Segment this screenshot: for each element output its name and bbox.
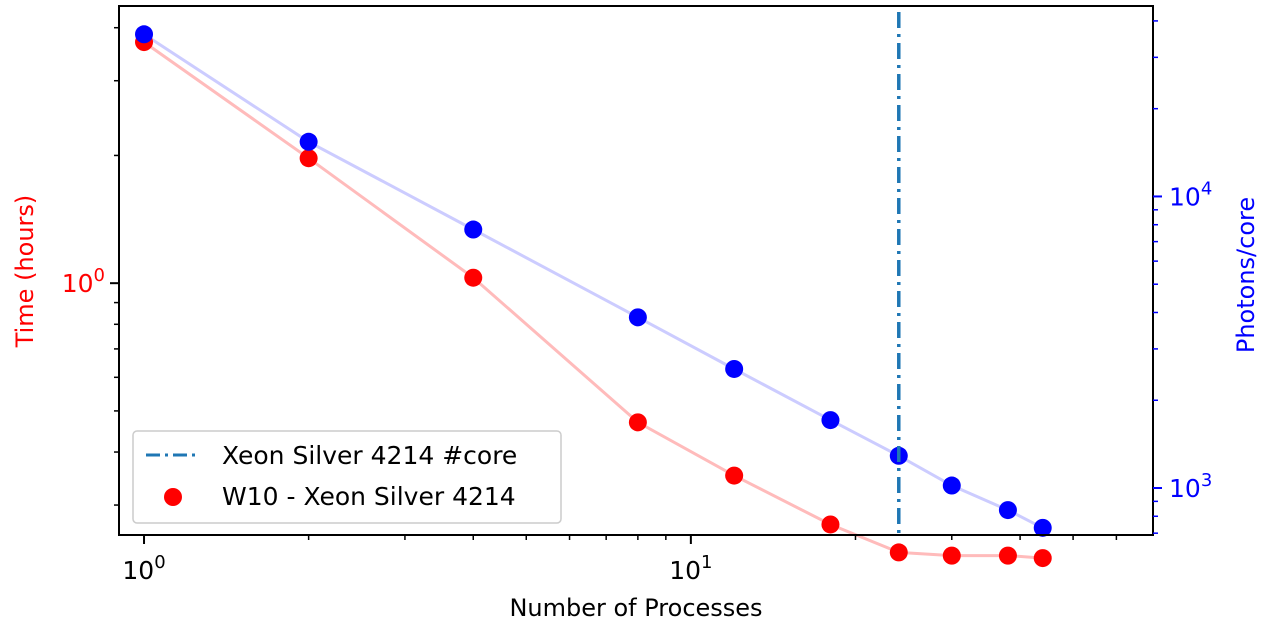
series-point-1 <box>135 25 154 44</box>
series-line-1 <box>143 33 1044 530</box>
series-point-1 <box>299 132 318 151</box>
series-point-0 <box>889 543 908 562</box>
y-left-tick-label: 100 <box>62 265 105 298</box>
series-point-0 <box>821 515 840 534</box>
series-point-1 <box>628 308 647 327</box>
y-left-axis-label: Time (hours) <box>11 195 39 349</box>
series-point-1 <box>998 501 1017 520</box>
series-line-0 <box>143 40 1043 560</box>
y-right-tick-label: 104 <box>1169 178 1212 211</box>
legend: Xeon Silver 4214 #core W10 - Xeon Silver… <box>132 430 562 524</box>
series-point-0 <box>1033 549 1052 568</box>
series-point-1 <box>725 359 744 378</box>
x-axis-label: Number of Processes <box>509 594 762 622</box>
x-tick-label: 100 <box>122 552 165 585</box>
y-right-axis-ticks: 103 104 <box>1153 20 1212 534</box>
series-point-0 <box>725 466 744 485</box>
legend-series-swatch <box>164 488 182 506</box>
series-point-0 <box>942 546 961 565</box>
y-left-axis-ticks: 100 <box>62 26 119 506</box>
series-point-1 <box>464 220 483 239</box>
series-point-1 <box>821 411 840 430</box>
series-point-0 <box>628 413 647 432</box>
series-point-0 <box>998 546 1017 565</box>
series-point-1 <box>942 476 961 495</box>
x-axis-ticks: 100 101 <box>122 535 1118 585</box>
series-point-0 <box>464 268 483 287</box>
y-right-tick-label: 103 <box>1169 470 1212 503</box>
series-point-1 <box>1033 518 1052 537</box>
legend-frame <box>132 430 562 524</box>
legend-vline-label: Xeon Silver 4214 #core <box>222 441 517 470</box>
legend-series-label: W10 - Xeon Silver 4214 <box>222 482 516 511</box>
x-tick-label: 101 <box>669 552 712 585</box>
plot-frame <box>118 5 1154 536</box>
data-layer <box>135 25 1052 568</box>
y-right-axis-label: Photons/core <box>1232 197 1260 353</box>
series-point-0 <box>299 149 318 168</box>
